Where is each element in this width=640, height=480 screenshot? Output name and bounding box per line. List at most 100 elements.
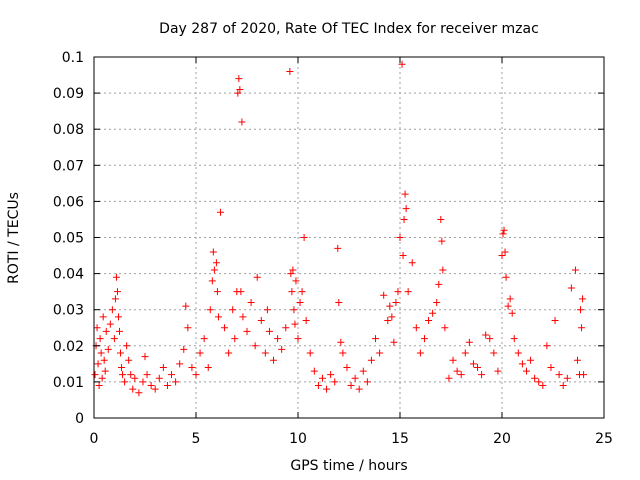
data-point: [263, 306, 271, 314]
data-point: [478, 371, 486, 379]
data-point: [265, 327, 273, 335]
data-point: [298, 288, 306, 296]
y-tick-label: 0.05: [53, 231, 84, 247]
data-point: [141, 353, 149, 361]
data-point: [412, 324, 420, 332]
data-point: [253, 273, 261, 281]
data-point: [399, 252, 407, 260]
data-point: [334, 244, 342, 252]
data-point: [392, 298, 400, 306]
data-point: [380, 291, 388, 299]
data-point: [243, 327, 251, 335]
data-point: [474, 363, 482, 371]
data-point: [113, 288, 121, 296]
data-point: [514, 349, 522, 357]
data-point: [314, 382, 322, 390]
data-point: [404, 288, 412, 296]
data-point: [214, 313, 222, 321]
data-point: [98, 374, 106, 382]
y-tick-label: 0.04: [53, 267, 84, 283]
data-point: [438, 237, 446, 245]
data-point: [200, 335, 208, 343]
data-point: [261, 349, 269, 357]
data-point: [531, 374, 539, 382]
data-point: [547, 363, 555, 371]
data-point: [118, 363, 126, 371]
data-point: [274, 335, 282, 343]
data-point: [398, 60, 406, 68]
data-point: [500, 226, 508, 234]
x-tick-label: 10: [289, 431, 307, 447]
data-point: [527, 356, 535, 364]
data-point: [416, 349, 424, 357]
data-point: [192, 371, 200, 379]
grid-lines: [94, 57, 604, 418]
data-point: [188, 363, 196, 371]
data-point: [465, 338, 473, 346]
data-point: [121, 378, 129, 386]
data-point: [494, 367, 502, 375]
data-point: [343, 363, 351, 371]
y-axis-label: ROTI / TECUs: [6, 192, 22, 284]
data-point: [302, 317, 310, 325]
data-point: [335, 298, 343, 306]
data-point: [567, 284, 575, 292]
data-point: [551, 317, 559, 325]
data-point: [206, 306, 214, 314]
data-point: [499, 230, 507, 238]
data-point: [510, 335, 518, 343]
data-point: [101, 367, 109, 375]
data-point: [386, 302, 394, 310]
data-point: [390, 338, 398, 346]
data-point: [111, 295, 119, 303]
data-point: [112, 273, 120, 281]
data-point: [99, 313, 107, 321]
data-point: [135, 389, 143, 397]
data-point: [351, 374, 359, 382]
data-point: [106, 320, 114, 328]
data-point: [539, 382, 547, 390]
data-point: [294, 335, 302, 343]
data-point: [372, 335, 380, 343]
y-tick-label: 0.06: [53, 194, 84, 210]
data-point: [143, 371, 151, 379]
y-tick-label: 0.09: [53, 86, 84, 102]
data-point: [292, 277, 300, 285]
data-point: [91, 371, 99, 379]
data-point: [310, 367, 318, 375]
data-point: [257, 317, 265, 325]
data-point: [337, 338, 345, 346]
data-point: [388, 313, 396, 321]
data-point: [96, 335, 104, 343]
data-point: [318, 374, 326, 382]
y-tick-label: 0: [75, 411, 84, 427]
data-point: [482, 331, 490, 339]
data-point: [237, 288, 245, 296]
data-point: [401, 190, 409, 198]
y-tick-label: 0.01: [53, 375, 84, 391]
data-point: [236, 85, 244, 93]
data-point: [238, 118, 246, 126]
data-point: [508, 309, 516, 317]
data-point: [97, 349, 105, 357]
y-tick-label: 0.07: [53, 158, 84, 174]
data-point: [457, 371, 465, 379]
data-point: [359, 367, 367, 375]
data-point: [251, 342, 259, 350]
data-point: [100, 356, 108, 364]
data-point: [355, 385, 363, 393]
data-point: [579, 295, 587, 303]
data-point: [437, 215, 445, 223]
data-point: [209, 248, 217, 256]
data-point: [363, 378, 371, 386]
data-point: [180, 345, 188, 353]
data-point: [453, 367, 461, 375]
data-point: [433, 298, 441, 306]
data-point: [291, 320, 299, 328]
data-point: [347, 382, 355, 390]
y-tick-label: 0.1: [62, 50, 84, 66]
data-point: [282, 324, 290, 332]
data-point: [231, 335, 239, 343]
data-point: [289, 266, 297, 274]
data-point: [522, 367, 530, 375]
